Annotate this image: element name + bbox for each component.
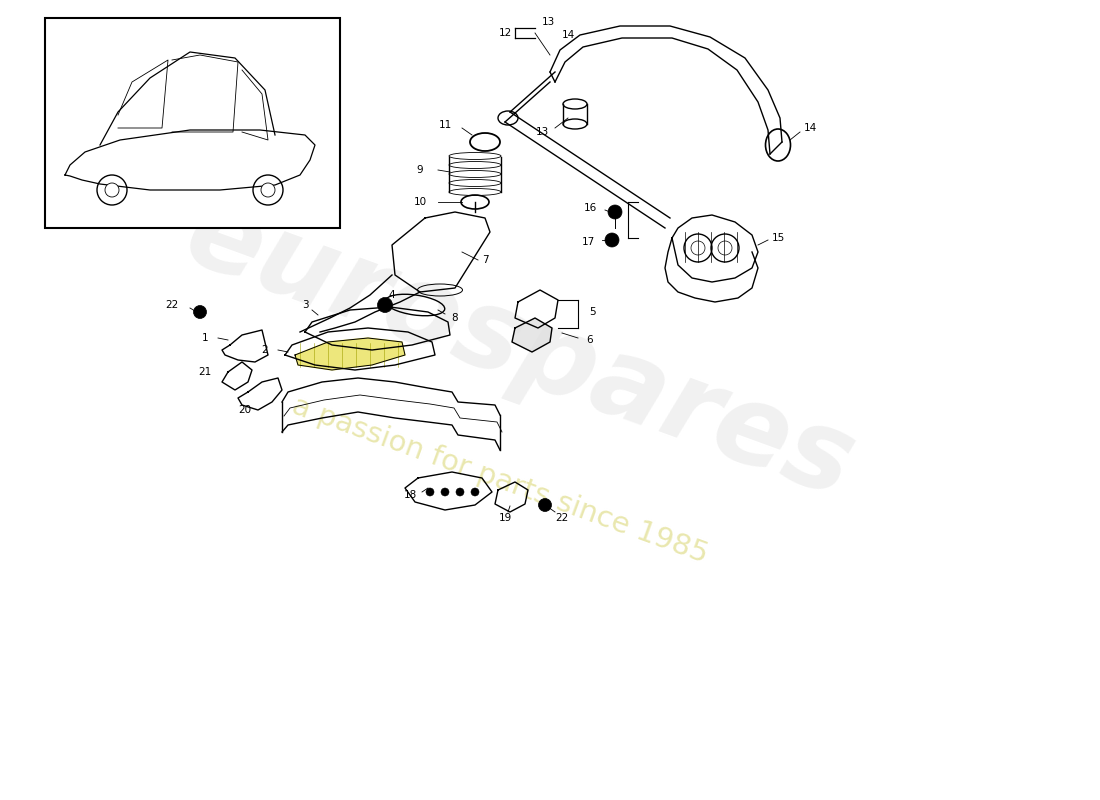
Circle shape bbox=[261, 183, 275, 197]
Circle shape bbox=[441, 488, 449, 496]
Text: 13: 13 bbox=[536, 127, 549, 137]
Text: 9: 9 bbox=[417, 165, 424, 175]
Text: 6: 6 bbox=[586, 335, 593, 345]
Text: 7: 7 bbox=[482, 255, 488, 265]
Text: 2: 2 bbox=[262, 345, 268, 355]
Text: 5: 5 bbox=[588, 307, 595, 317]
Text: 1: 1 bbox=[201, 333, 208, 343]
Text: 17: 17 bbox=[582, 237, 595, 247]
Circle shape bbox=[471, 488, 478, 496]
Polygon shape bbox=[512, 318, 552, 352]
Text: 4: 4 bbox=[388, 290, 395, 300]
Text: eurospares: eurospares bbox=[172, 179, 868, 521]
Text: 14: 14 bbox=[561, 30, 574, 40]
Bar bbox=[45, 18, 340, 228]
Text: 14: 14 bbox=[803, 123, 816, 133]
Text: 16: 16 bbox=[583, 203, 596, 213]
Text: 21: 21 bbox=[198, 367, 211, 377]
Text: 22: 22 bbox=[165, 300, 178, 310]
Text: 13: 13 bbox=[541, 17, 554, 27]
Circle shape bbox=[539, 498, 551, 511]
Text: 22: 22 bbox=[556, 513, 569, 523]
Text: 11: 11 bbox=[439, 120, 452, 130]
Text: 19: 19 bbox=[498, 513, 512, 523]
Text: 12: 12 bbox=[498, 28, 512, 38]
Text: 15: 15 bbox=[771, 233, 784, 243]
Polygon shape bbox=[295, 338, 405, 370]
Text: a passion for parts since 1985: a passion for parts since 1985 bbox=[288, 391, 712, 569]
Circle shape bbox=[194, 306, 207, 318]
Text: 18: 18 bbox=[404, 490, 417, 500]
Text: 10: 10 bbox=[414, 197, 427, 207]
Circle shape bbox=[608, 205, 622, 219]
Circle shape bbox=[605, 233, 619, 247]
Text: 20: 20 bbox=[239, 405, 252, 415]
Circle shape bbox=[377, 298, 393, 313]
Circle shape bbox=[104, 183, 119, 197]
Text: 8: 8 bbox=[452, 313, 459, 323]
Circle shape bbox=[426, 488, 434, 496]
Circle shape bbox=[456, 488, 464, 496]
Text: 3: 3 bbox=[301, 300, 308, 310]
